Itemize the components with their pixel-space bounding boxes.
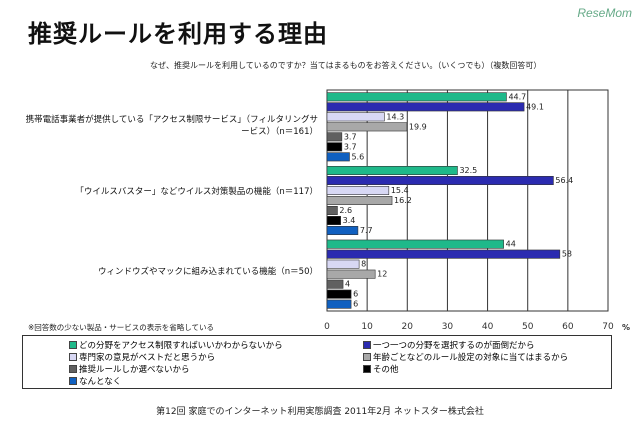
data-label: 15.4 — [391, 186, 409, 195]
legend-label: 年齢ごとなどのルール設定の対象に当てはまるから — [373, 353, 569, 363]
legend-item: どの分野をアクセス制限すればいいかわからないから — [69, 339, 283, 351]
bar — [326, 216, 341, 226]
legend-label: 推奨ルールしか選べないから — [79, 365, 190, 375]
data-label: 6 — [353, 290, 358, 299]
logo: ReseMom — [577, 6, 632, 20]
data-label: 3.4 — [343, 216, 356, 225]
legend-label: 専門家の意見がベストだと思うから — [79, 353, 216, 363]
data-label: 3.7 — [344, 132, 357, 141]
x-tick-label: 0 — [324, 322, 330, 332]
x-tick-label: 10 — [361, 322, 373, 332]
legend-item: 推奨ルールしか選べないから — [69, 363, 190, 375]
data-label: 19.9 — [409, 122, 427, 131]
data-label: 7.7 — [360, 226, 373, 235]
bar — [326, 132, 343, 142]
bar — [326, 206, 338, 216]
bar — [326, 196, 393, 206]
data-label: 14.3 — [386, 112, 404, 121]
bar — [326, 279, 344, 289]
bar — [326, 112, 385, 122]
bar — [326, 122, 408, 132]
bar — [326, 92, 507, 102]
data-label: 5.6 — [351, 152, 364, 161]
data-label: 2.6 — [339, 206, 352, 215]
data-label: 16.2 — [394, 196, 412, 205]
bar — [326, 259, 360, 269]
bar — [326, 269, 376, 279]
legend-label: なんとなく — [79, 377, 122, 387]
legend: どの分野をアクセス制限すればいいかわからないから 一つ一つの分野を選択するのが面倒… — [22, 335, 612, 389]
data-label: 44.7 — [508, 92, 526, 101]
legend-swatch — [69, 341, 77, 349]
bar — [326, 102, 525, 112]
legend-item: その他 — [363, 363, 399, 375]
bar — [326, 299, 352, 309]
data-label: 6 — [353, 300, 358, 309]
x-tick-label: 20 — [402, 322, 414, 332]
chart-subtitle: なぜ、推奨ルールを利用しているのですか？当てはまるものをお答えください。（いくつ… — [150, 61, 542, 70]
category-label: ウィンドウズやマックに組み込まれている機能（n＝50） — [98, 267, 318, 277]
bar — [326, 239, 504, 249]
legend-swatch — [69, 377, 77, 385]
legend-label: 一つ一つの分野を選択するのが面倒だから — [373, 341, 535, 351]
category-label: 携帯電話事業者が提供している「アクセス制限サービス」（フィルタリングサービス）（… — [25, 115, 318, 137]
category-label: 「ウイルスバスター」などウイルス対策製品の機能（n＝117） — [75, 187, 318, 197]
x-tick-label: 70 — [602, 322, 614, 332]
data-label: 12 — [377, 270, 387, 279]
data-label: 4 — [345, 280, 350, 289]
bar — [326, 186, 390, 196]
legend-swatch — [363, 365, 371, 373]
legend-item: なんとなく — [69, 375, 121, 387]
data-label: 3.7 — [344, 142, 357, 151]
legend-item: 年齢ごとなどのルール設定の対象に当てはまるから — [363, 351, 568, 363]
legend-label: どの分野をアクセス制限すればいいかわからないから — [79, 341, 283, 351]
bar — [326, 166, 458, 176]
legend-item: 専門家の意見がベストだと思うから — [69, 351, 215, 363]
source-footer: 第12回 家庭でのインターネット利用実態調査 2011年2月 ネットスター株式会… — [156, 407, 484, 417]
data-label: 32.5 — [459, 166, 477, 175]
legend-swatch — [363, 353, 371, 361]
legend-swatch — [69, 353, 77, 361]
legend-label: その他 — [373, 365, 399, 375]
x-tick-label: 40 — [482, 322, 494, 332]
chart-note: ※回答数の少ない製品・サービスの表示を省略している — [28, 323, 215, 332]
bar — [326, 226, 359, 236]
x-unit-label: % — [622, 323, 630, 332]
page-title: 推奨ルールを利用する理由 — [28, 20, 328, 48]
data-label: 8 — [361, 260, 366, 269]
bar — [326, 152, 350, 162]
x-tick-label: 30 — [442, 322, 454, 332]
x-tick-label: 50 — [522, 322, 534, 332]
legend-swatch — [69, 365, 77, 373]
bar-chart: 0 10 20 30 40 50 60 70 %44.749.114.319.93.73.75.… — [324, 89, 630, 332]
bar — [326, 142, 343, 152]
data-label: 58 — [562, 250, 572, 259]
bar — [326, 176, 554, 186]
data-label: 44 — [506, 240, 516, 249]
data-label: 56.4 — [555, 176, 573, 185]
bar — [326, 249, 561, 259]
legend-swatch — [363, 341, 371, 349]
bar — [326, 289, 352, 299]
legend-item: 一つ一つの分野を選択するのが面倒だから — [363, 339, 535, 351]
data-label: 49.1 — [526, 102, 544, 111]
x-tick-label: 60 — [562, 322, 574, 332]
